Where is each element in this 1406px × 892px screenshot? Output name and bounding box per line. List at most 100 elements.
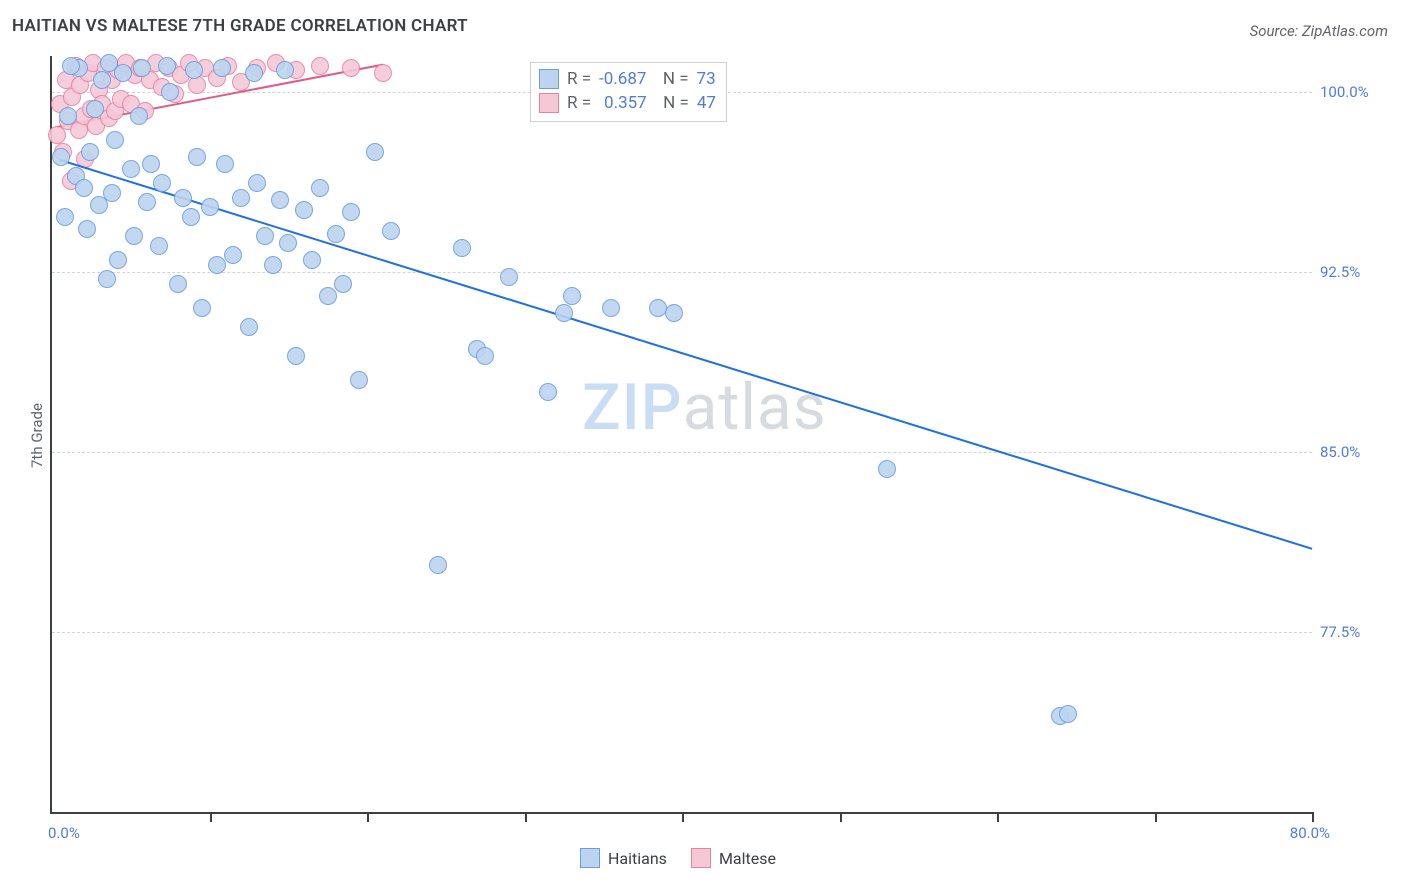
watermark-zip: ZIP bbox=[582, 370, 683, 445]
marker-haitians bbox=[453, 239, 471, 257]
gridline bbox=[52, 452, 1312, 453]
marker-haitians bbox=[174, 189, 192, 207]
marker-haitians bbox=[319, 287, 337, 305]
watermark: ZIPatlas bbox=[582, 370, 827, 445]
n-val-maltese: 47 bbox=[697, 91, 716, 115]
marker-haitians bbox=[100, 54, 118, 72]
swatch-maltese bbox=[691, 848, 711, 868]
chart-title: HAITIAN VS MALTESE 7TH GRADE CORRELATION… bbox=[12, 16, 468, 36]
marker-haitians bbox=[342, 203, 360, 221]
xtick bbox=[997, 812, 999, 822]
xtick bbox=[525, 812, 527, 822]
marker-haitians bbox=[201, 198, 219, 216]
marker-haitians bbox=[555, 304, 573, 322]
marker-haitians bbox=[665, 304, 683, 322]
swatch-maltese bbox=[539, 93, 559, 113]
marker-haitians bbox=[153, 174, 171, 192]
marker-haitians bbox=[188, 148, 206, 166]
marker-haitians bbox=[240, 318, 258, 336]
marker-haitians bbox=[130, 107, 148, 125]
marker-haitians bbox=[133, 59, 151, 77]
marker-haitians bbox=[109, 251, 127, 269]
n-label: N = bbox=[655, 91, 689, 115]
marker-haitians bbox=[182, 208, 200, 226]
legend-item-maltese: Maltese bbox=[691, 848, 776, 868]
y-axis-label: 7th Grade bbox=[28, 403, 46, 468]
marker-haitians bbox=[75, 179, 93, 197]
trendline-haitians bbox=[60, 159, 1313, 550]
ytick-label: 92.5% bbox=[1320, 263, 1390, 281]
ytick-label: 100.0% bbox=[1320, 83, 1390, 101]
r-val-maltese: 0.357 bbox=[604, 91, 647, 115]
r-val-haitians: -0.687 bbox=[599, 67, 646, 91]
marker-haitians bbox=[248, 174, 266, 192]
marker-haitians bbox=[295, 201, 313, 219]
marker-maltese bbox=[342, 59, 360, 77]
marker-haitians bbox=[169, 275, 187, 293]
r-label: R = bbox=[567, 91, 591, 115]
marker-haitians bbox=[366, 143, 384, 161]
marker-haitians bbox=[287, 347, 305, 365]
swatch-haitians bbox=[539, 69, 559, 89]
marker-haitians bbox=[334, 275, 352, 293]
marker-haitians bbox=[264, 256, 282, 274]
marker-haitians bbox=[539, 383, 557, 401]
marker-haitians bbox=[62, 57, 80, 75]
stats-row-haitians: R = -0.687 N = 73 bbox=[539, 67, 716, 91]
source-attribution: Source: ZipAtlas.com bbox=[1250, 22, 1388, 40]
watermark-atlas: atlas bbox=[683, 370, 827, 445]
legend-item-haitians: Haitians bbox=[580, 848, 667, 868]
marker-haitians bbox=[311, 179, 329, 197]
marker-haitians bbox=[1059, 705, 1077, 723]
gridline bbox=[52, 632, 1312, 633]
marker-haitians bbox=[327, 225, 345, 243]
marker-haitians bbox=[279, 234, 297, 252]
marker-haitians bbox=[56, 208, 74, 226]
n-label: N = bbox=[654, 67, 688, 91]
r-label: R = bbox=[567, 67, 591, 91]
xtick bbox=[840, 812, 842, 822]
marker-haitians bbox=[476, 347, 494, 365]
marker-haitians bbox=[271, 191, 289, 209]
marker-haitians bbox=[303, 251, 321, 269]
xtick bbox=[367, 812, 369, 822]
legend-label-haitians: Haitians bbox=[608, 849, 667, 868]
marker-haitians bbox=[125, 227, 143, 245]
xmin-label: 0.0% bbox=[48, 824, 80, 842]
legend-label-maltese: Maltese bbox=[719, 849, 776, 868]
marker-haitians bbox=[161, 83, 179, 101]
marker-haitians bbox=[106, 131, 124, 149]
marker-haitians bbox=[59, 107, 77, 125]
swatch-haitians bbox=[580, 848, 600, 868]
marker-maltese bbox=[311, 57, 329, 75]
marker-haitians bbox=[382, 222, 400, 240]
marker-maltese bbox=[374, 64, 392, 82]
marker-haitians bbox=[878, 460, 896, 478]
ytick-label: 85.0% bbox=[1320, 443, 1390, 461]
ytick-label: 77.5% bbox=[1320, 623, 1390, 641]
marker-haitians bbox=[78, 220, 96, 238]
xtick bbox=[1312, 812, 1314, 822]
xtick bbox=[682, 812, 684, 822]
marker-haitians bbox=[224, 246, 242, 264]
xtick bbox=[210, 812, 212, 822]
marker-haitians bbox=[602, 299, 620, 317]
marker-haitians bbox=[103, 184, 121, 202]
marker-haitians bbox=[563, 287, 581, 305]
marker-haitians bbox=[122, 160, 140, 178]
marker-haitians bbox=[193, 299, 211, 317]
scatter-plot-area: ZIPatlas 77.5%85.0%92.5%100.0%0.0%80.0% bbox=[50, 56, 1312, 814]
bottom-legend: Haitians Maltese bbox=[580, 848, 776, 868]
gridline bbox=[52, 272, 1312, 273]
xtick bbox=[1155, 812, 1157, 822]
marker-haitians bbox=[429, 556, 447, 574]
marker-haitians bbox=[98, 270, 116, 288]
n-val-haitians: 73 bbox=[697, 67, 716, 91]
marker-haitians bbox=[150, 237, 168, 255]
marker-haitians bbox=[86, 100, 104, 118]
xmax-label: 80.0% bbox=[1290, 824, 1330, 842]
marker-haitians bbox=[256, 227, 274, 245]
marker-haitians bbox=[245, 64, 263, 82]
marker-haitians bbox=[232, 189, 250, 207]
marker-haitians bbox=[213, 59, 231, 77]
